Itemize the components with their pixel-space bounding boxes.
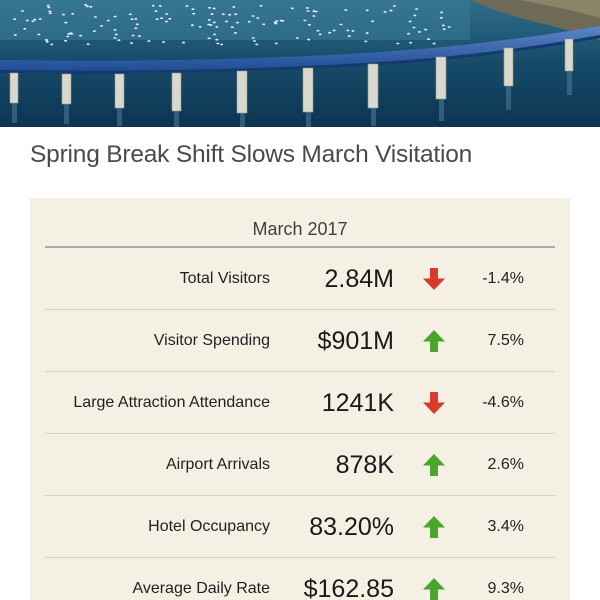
metric-value: 2.84M	[324, 265, 394, 293]
metric-change: -4.6%	[482, 394, 524, 411]
metrics-list: Total Visitors 2.84M -1.4% Visitor Spending…	[30, 248, 570, 600]
page-title: Spring Break Shift Slows March Visitatio…	[30, 141, 473, 168]
metric-label: Airport Arrivals	[165, 456, 270, 473]
metric-label: Hotel Occupancy	[148, 518, 270, 535]
metric-row-average-daily-rate: Average Daily Rate $162.85 9.3%	[30, 558, 570, 600]
metric-label: Visitor Spending	[153, 332, 270, 349]
divider	[45, 246, 555, 248]
metric-label: Total Visitors	[179, 270, 270, 287]
arrow-up-icon	[423, 516, 445, 538]
metric-change: 9.3%	[487, 580, 524, 597]
metric-change: 3.4%	[487, 518, 524, 535]
metric-value: 1241K	[321, 389, 394, 417]
arrow-down-icon	[423, 268, 445, 290]
hero-image	[0, 0, 600, 127]
metric-row-visitor-spending: Visitor Spending $901M 7.5%	[30, 310, 570, 372]
metric-change: 7.5%	[487, 332, 524, 349]
metric-change: -1.4%	[482, 270, 524, 287]
metric-change: 2.6%	[487, 456, 524, 473]
stats-card: March 2017 Total Visitors 2.84M -1.4% Visit…	[30, 198, 570, 600]
arrow-up-icon	[423, 454, 445, 476]
period-heading: March 2017	[252, 219, 348, 239]
metric-row-total-visitors: Total Visitors 2.84M -1.4%	[30, 248, 570, 310]
metric-label: Large Attraction Attendance	[73, 394, 270, 411]
bridge-bay-photo-icon	[0, 0, 600, 127]
arrow-down-icon	[423, 392, 445, 414]
metric-value: 83.20%	[309, 513, 394, 541]
metric-row-hotel-occupancy: Hotel Occupancy 83.20% 3.4%	[30, 496, 570, 558]
metric-value: $162.85	[303, 575, 394, 600]
arrow-up-icon	[423, 578, 445, 600]
arrow-up-icon	[423, 330, 445, 352]
metric-value: 878K	[335, 451, 394, 479]
metric-row-large-attraction-attendance: Large Attraction Attendance 1241K -4.6%	[30, 372, 570, 434]
metric-label: Average Daily Rate	[132, 580, 270, 597]
metric-value: $901M	[317, 327, 394, 355]
metric-row-airport-arrivals: Airport Arrivals 878K 2.6%	[30, 434, 570, 496]
